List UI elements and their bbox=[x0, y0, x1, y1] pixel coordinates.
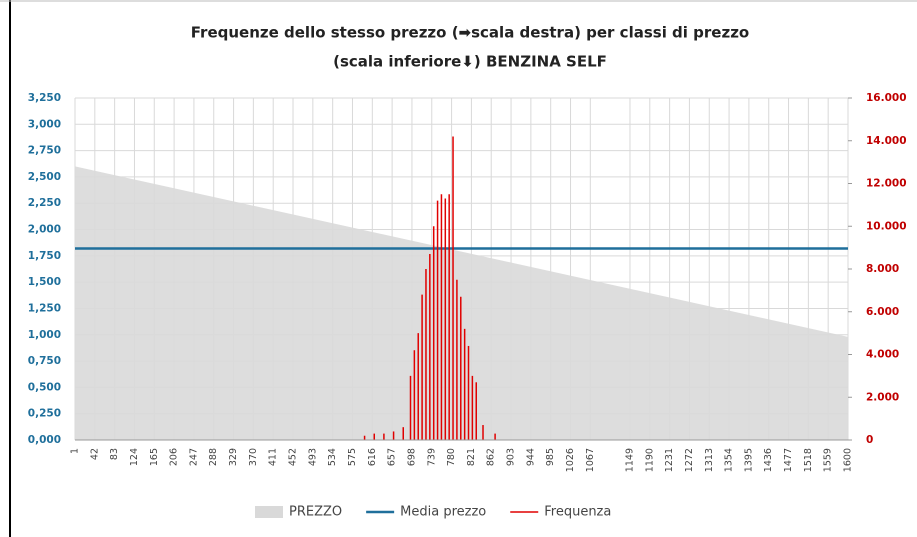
x-tick-label: 1 bbox=[70, 448, 81, 454]
y-tick-label: 1,750 bbox=[28, 250, 61, 262]
x-tick-label: 575 bbox=[347, 448, 358, 466]
x-tick-label: 1149 bbox=[624, 448, 635, 472]
x-tick-label: 1313 bbox=[704, 448, 715, 472]
legend-label: PREZZO bbox=[289, 505, 342, 520]
x-tick-label: 1436 bbox=[763, 448, 774, 472]
x-tick-label: 534 bbox=[327, 448, 338, 466]
x-tick-label: 862 bbox=[486, 448, 497, 466]
legend-swatch bbox=[255, 506, 283, 518]
x-tick-label: 1518 bbox=[803, 448, 814, 472]
y-tick-label: 0,750 bbox=[28, 355, 61, 367]
y-tick-label: 0,000 bbox=[28, 434, 61, 446]
x-tick-label: 411 bbox=[268, 448, 279, 466]
x-tick-label: 944 bbox=[525, 448, 536, 466]
y2-tick-label: 8.000 bbox=[866, 263, 899, 275]
y2-tick-label: 10.000 bbox=[866, 220, 907, 232]
x-tick-label: 42 bbox=[89, 448, 100, 460]
x-tick-label: 698 bbox=[406, 448, 417, 466]
x-tick-label: 903 bbox=[506, 448, 517, 466]
x-tick-label: 1190 bbox=[644, 448, 655, 472]
x-tick-label: 985 bbox=[545, 448, 556, 466]
y2-tick-label: 12.000 bbox=[866, 178, 907, 190]
x-tick-label: 1067 bbox=[585, 448, 596, 472]
y-tick-label: 1,500 bbox=[28, 276, 61, 288]
x-tick-label: 329 bbox=[228, 448, 239, 466]
chart-title: (scala inferiore⬇) BENZINA SELF bbox=[333, 53, 607, 71]
chart-title: Frequenze dello stesso prezzo (➡scala de… bbox=[191, 24, 749, 42]
x-tick-label: 739 bbox=[426, 448, 437, 466]
y-tick-label: 1,250 bbox=[28, 302, 61, 314]
y2-tick-label: 2.000 bbox=[866, 391, 899, 403]
y-tick-label: 3,250 bbox=[28, 92, 61, 104]
x-tick-label: 1477 bbox=[783, 448, 794, 472]
x-tick-label: 165 bbox=[149, 448, 160, 466]
legend-label: Media prezzo bbox=[400, 505, 486, 520]
x-tick-label: 370 bbox=[248, 448, 259, 466]
y-tick-label: 3,000 bbox=[28, 118, 61, 130]
y-tick-label: 1,000 bbox=[28, 329, 61, 341]
x-tick-label: 1231 bbox=[664, 448, 675, 472]
y2-tick-label: 6.000 bbox=[866, 306, 899, 318]
x-tick-label: 1272 bbox=[684, 448, 695, 472]
y-tick-label: 2,500 bbox=[28, 171, 61, 183]
y2-tick-label: 0 bbox=[866, 434, 873, 446]
y-tick-label: 2,750 bbox=[28, 145, 61, 157]
y2-tick-label: 14.000 bbox=[866, 135, 907, 147]
x-tick-label: 1395 bbox=[743, 448, 754, 472]
x-tick-label: 780 bbox=[446, 448, 457, 466]
x-tick-label: 124 bbox=[129, 448, 140, 466]
x-tick-label: 206 bbox=[169, 448, 180, 466]
y-tick-label: 2,000 bbox=[28, 224, 61, 236]
y-tick-label: 0,500 bbox=[28, 381, 61, 393]
x-tick-label: 1559 bbox=[823, 448, 834, 472]
y2-tick-label: 16.000 bbox=[866, 92, 907, 104]
x-tick-label: 288 bbox=[208, 448, 219, 466]
x-tick-label: 821 bbox=[466, 448, 477, 466]
y-tick-label: 0,250 bbox=[28, 408, 61, 420]
x-tick-label: 1354 bbox=[724, 448, 735, 472]
x-tick-label: 657 bbox=[387, 448, 398, 466]
x-tick-label: 493 bbox=[307, 448, 318, 466]
y-tick-label: 2,250 bbox=[28, 197, 61, 209]
x-tick-label: 83 bbox=[109, 448, 120, 460]
x-tick-label: 247 bbox=[188, 448, 199, 466]
x-tick-label: 1026 bbox=[565, 448, 576, 472]
x-tick-label: 1600 bbox=[843, 448, 854, 472]
x-tick-label: 616 bbox=[367, 448, 378, 466]
legend-label: Frequenza bbox=[544, 505, 611, 520]
x-tick-label: 452 bbox=[288, 448, 299, 466]
y2-tick-label: 4.000 bbox=[866, 349, 899, 361]
